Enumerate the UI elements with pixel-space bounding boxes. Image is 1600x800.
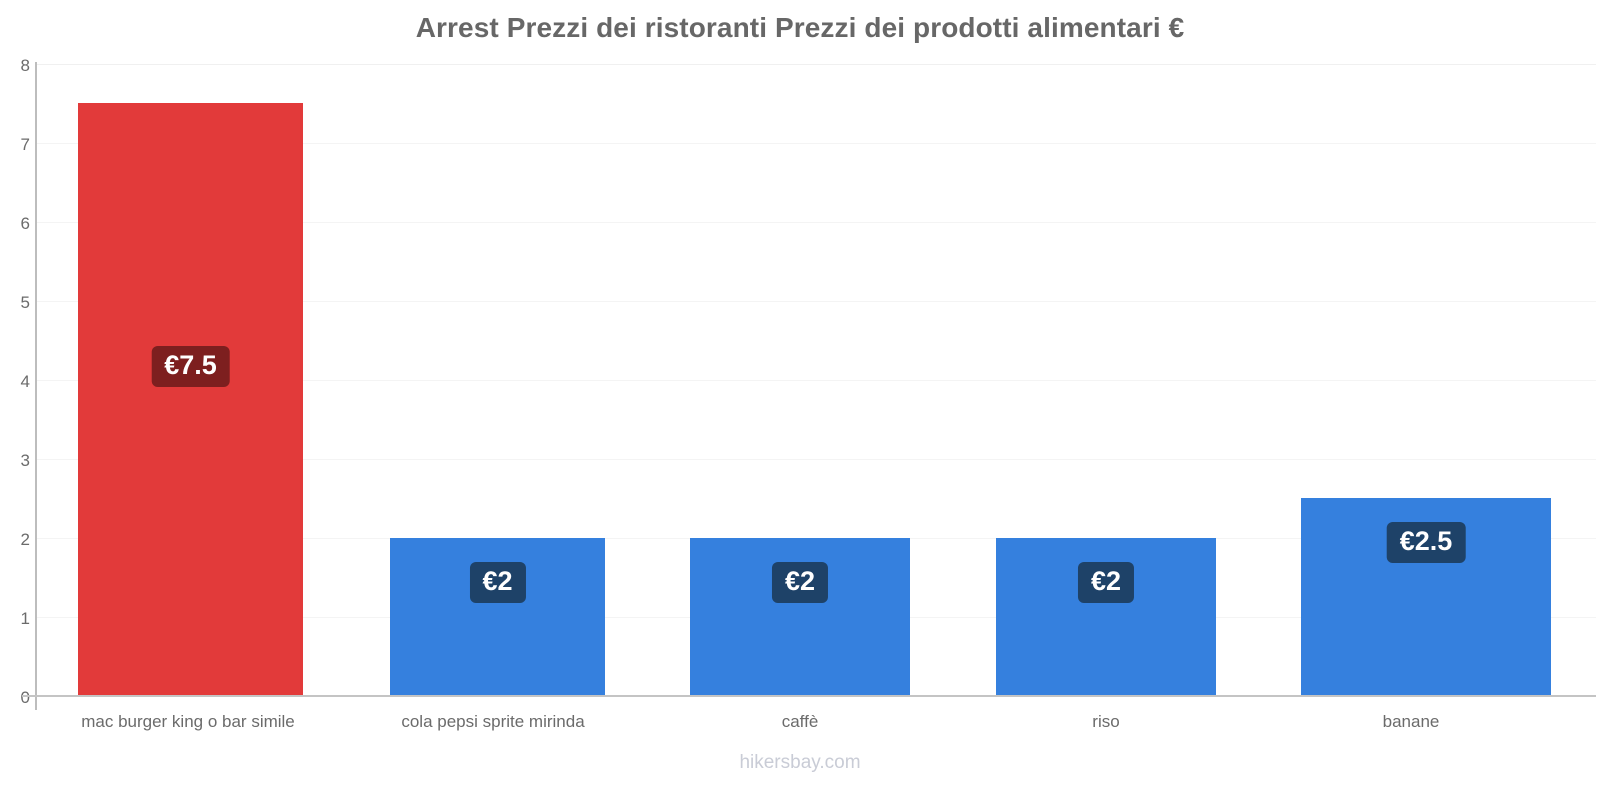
y-axis-tick-1: 1 bbox=[20, 609, 30, 628]
gridline-5 bbox=[36, 301, 1596, 302]
x-axis-label-caffe: caffè bbox=[781, 712, 819, 731]
y-axis-tick-7: 7 bbox=[20, 135, 30, 154]
y-axis-tick-4: 4 bbox=[20, 372, 30, 391]
y-axis-tick-5: 5 bbox=[20, 293, 30, 312]
bar-cola-pepsi-sprite-mirinda[interactable]: €2 bbox=[390, 538, 605, 696]
gridline-3 bbox=[36, 459, 1596, 460]
y-axis-tick-6: 6 bbox=[20, 214, 30, 233]
y-axis-tick-8: 8 bbox=[20, 56, 30, 75]
x-axis-line bbox=[22, 695, 1596, 697]
bar-value-label-0: €7.5 bbox=[151, 346, 230, 387]
bar-riso[interactable]: €2 bbox=[996, 538, 1216, 696]
bar-mac-burger-king-o-bar-simile[interactable]: €7.5 bbox=[78, 103, 303, 696]
y-axis-tick-0: 0 bbox=[20, 688, 30, 707]
bar-value-label-3: €2 bbox=[1077, 562, 1135, 603]
x-axis-label-mac-burger-king-o-bar-simile: mac burger king o bar simile bbox=[81, 712, 295, 731]
y-axis-line bbox=[35, 62, 37, 710]
y-axis-tick-3: 3 bbox=[20, 451, 30, 470]
chart-title: Arrest Prezzi dei ristoranti Prezzi dei … bbox=[415, 12, 1185, 43]
plot-area: €7.5 €2 €2 €2 €2.5 bbox=[36, 64, 1596, 696]
bar-caffe[interactable]: €2 bbox=[690, 538, 910, 696]
x-axis-label-cola-pepsi-sprite-mirinda: cola pepsi sprite mirinda bbox=[401, 712, 585, 731]
watermark-hikersbay: hikersbay.com bbox=[739, 752, 861, 773]
gridline-6 bbox=[36, 222, 1596, 223]
gridline-8 bbox=[36, 64, 1596, 65]
y-axis-tick-2: 2 bbox=[20, 530, 30, 549]
bar-value-label-4: €2.5 bbox=[1386, 522, 1466, 563]
gridline-7 bbox=[36, 143, 1596, 144]
x-axis-label-riso: riso bbox=[1092, 712, 1120, 731]
x-axis-label-banane: banane bbox=[1382, 712, 1440, 731]
bar-value-label-2: €2 bbox=[771, 562, 829, 603]
bar-banane[interactable]: €2.5 bbox=[1301, 498, 1551, 696]
bar-value-label-1: €2 bbox=[469, 562, 526, 603]
gridline-4 bbox=[36, 380, 1596, 381]
